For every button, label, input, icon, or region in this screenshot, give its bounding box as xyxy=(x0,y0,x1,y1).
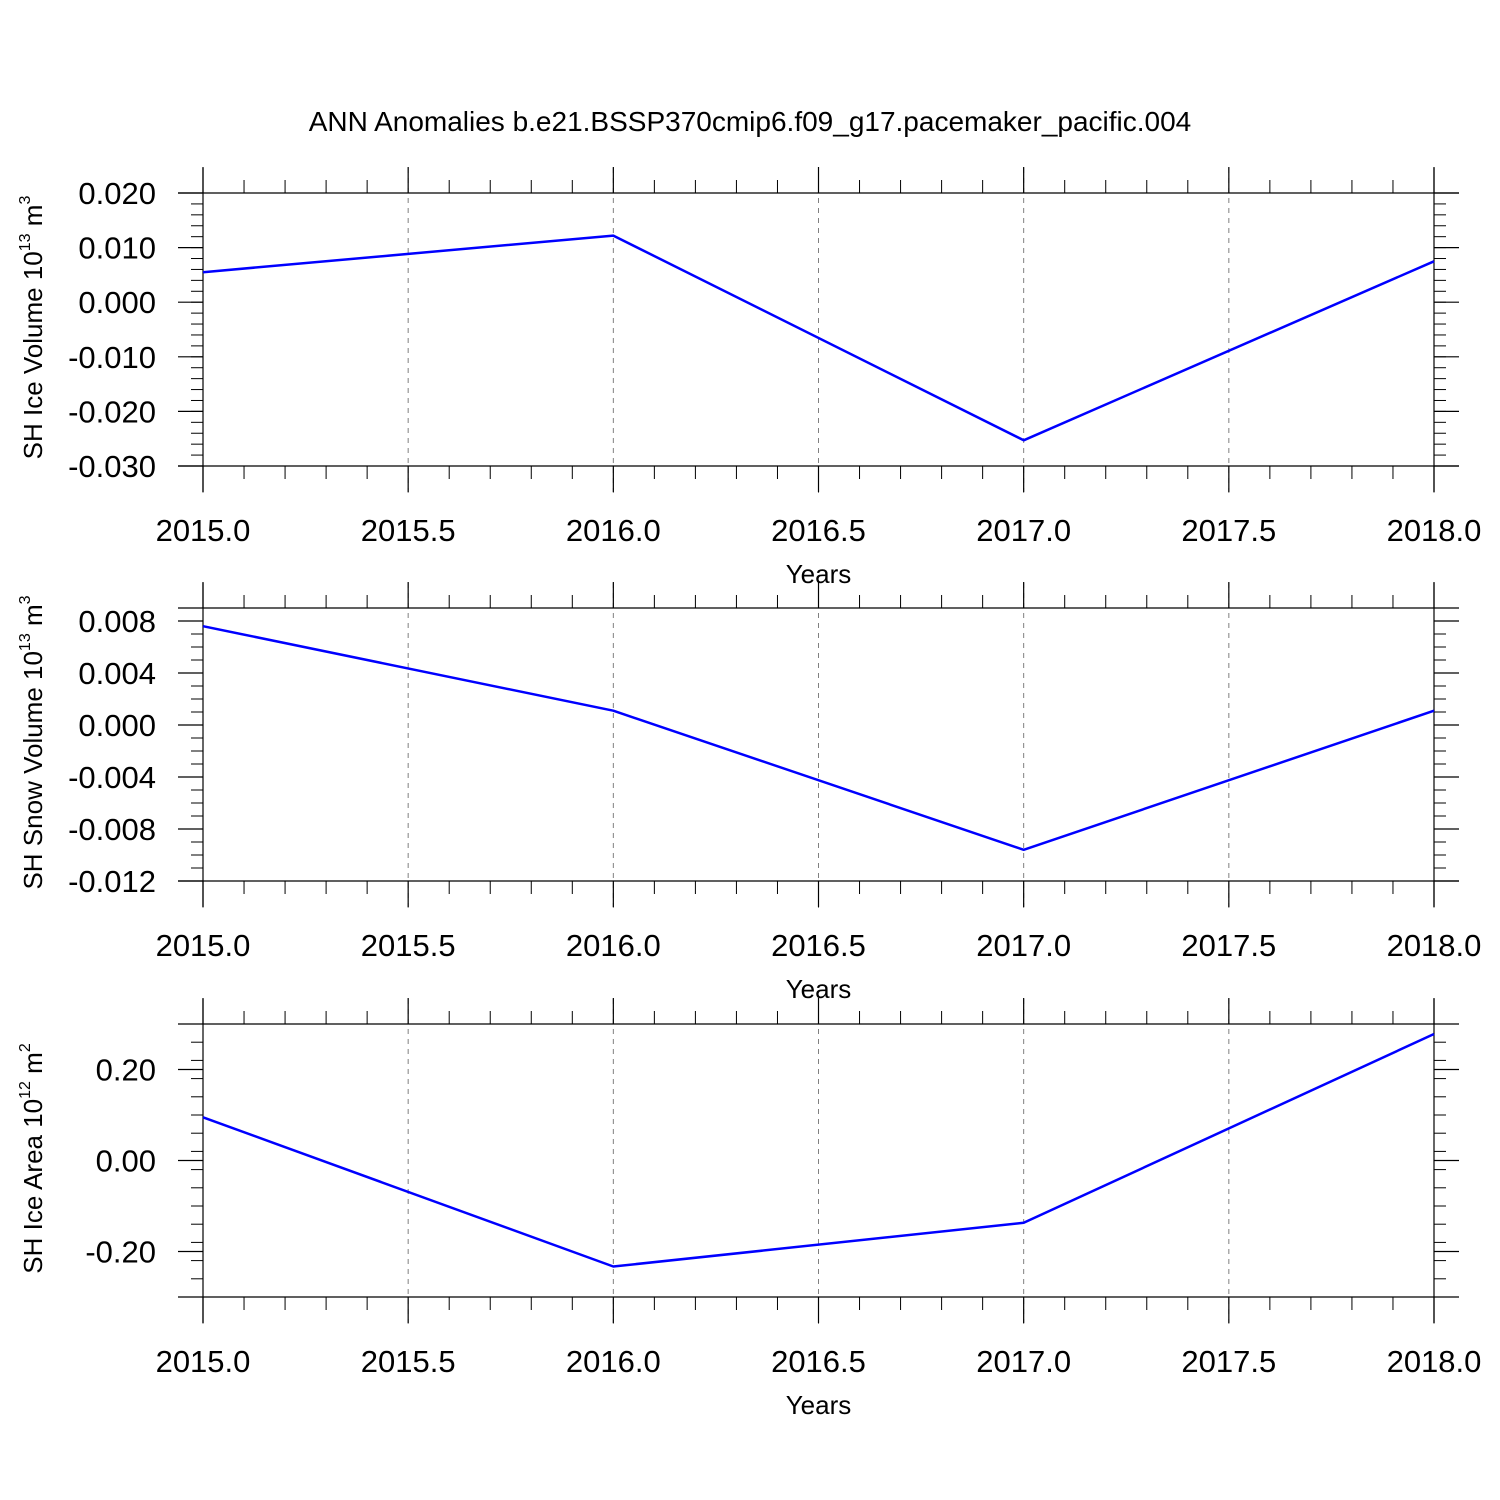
y-tick-label: -0.030 xyxy=(68,449,156,484)
x-tick-label: 2015.0 xyxy=(156,1344,251,1379)
panels: 2015.0 2015.5 2016.0 2016.5 2017.0 2017.5 2018… xyxy=(17,167,1481,1420)
x-tick-label: 2016.5 xyxy=(771,1344,866,1379)
y-tick-label: -0.20 xyxy=(85,1235,156,1270)
x-tick-label: 2017.0 xyxy=(976,1344,1071,1379)
y-axis-label: SH Ice Volume 1013 m3 xyxy=(17,196,48,460)
x-axis-label: Years xyxy=(786,1390,852,1420)
y-axis-label: SH Ice Area 1012 m2 xyxy=(17,1043,48,1274)
x-tick-label: 2015.5 xyxy=(361,513,456,548)
x-tick-label: 2018.0 xyxy=(1387,928,1482,963)
y-tick-label: -0.010 xyxy=(68,340,156,375)
x-tick-label: 2015.0 xyxy=(156,513,251,548)
x-tick-label: 2016.5 xyxy=(771,928,866,963)
y-tick-label: 0.008 xyxy=(78,604,156,639)
y-tick-label: -0.004 xyxy=(68,760,156,795)
chart-panel-2: 2015.0 2015.5 2016.0 2016.5 2017.0 2017.5 2018… xyxy=(17,582,1481,1004)
chart-panel-3: 2015.0 2015.5 2016.0 2016.5 2017.0 2017.5 2018… xyxy=(17,998,1481,1420)
x-tick-label: 2016.0 xyxy=(566,1344,661,1379)
x-tick-label: 2017.5 xyxy=(1181,928,1276,963)
x-tick-label: 2016.0 xyxy=(566,513,661,548)
chart-panel-1: 2015.0 2015.5 2016.0 2016.5 2017.0 2017.5 2018… xyxy=(17,167,1481,589)
y-tick-label: -0.020 xyxy=(68,394,156,429)
x-tick-label: 2015.0 xyxy=(156,928,251,963)
series-line xyxy=(202,624,1435,852)
x-tick-label: 2017.0 xyxy=(976,513,1071,548)
series-line xyxy=(202,234,1435,442)
x-tick-label: 2017.5 xyxy=(1181,513,1276,548)
x-tick-label: 2015.5 xyxy=(361,1344,456,1379)
y-tick-label: 0.020 xyxy=(78,176,156,211)
y-tick-label: 0.20 xyxy=(96,1053,156,1088)
x-tick-label: 2016.0 xyxy=(566,928,661,963)
y-tick-label: -0.008 xyxy=(68,812,156,847)
y-tick-label: 0.004 xyxy=(78,656,156,691)
series-line xyxy=(202,1032,1435,1268)
y-tick-label: 0.00 xyxy=(96,1144,156,1179)
x-tick-label: 2016.5 xyxy=(771,513,866,548)
y-tick-label: 0.010 xyxy=(78,231,156,266)
x-tick-label: 2017.0 xyxy=(976,928,1071,963)
x-tick-label: 2017.5 xyxy=(1181,1344,1276,1379)
figure-title: ANN Anomalies b.e21.BSSP370cmip6.f09_g17… xyxy=(309,106,1192,137)
x-tick-label: 2015.5 xyxy=(361,928,456,963)
y-axis-label: SH Snow Volume 1013 m3 xyxy=(17,595,48,889)
y-tick-label: 0.000 xyxy=(78,708,156,743)
x-tick-label: 2018.0 xyxy=(1387,1344,1482,1379)
y-tick-label: -0.012 xyxy=(68,864,156,899)
y-tick-label: 0.000 xyxy=(78,285,156,320)
x-tick-label: 2018.0 xyxy=(1387,513,1482,548)
